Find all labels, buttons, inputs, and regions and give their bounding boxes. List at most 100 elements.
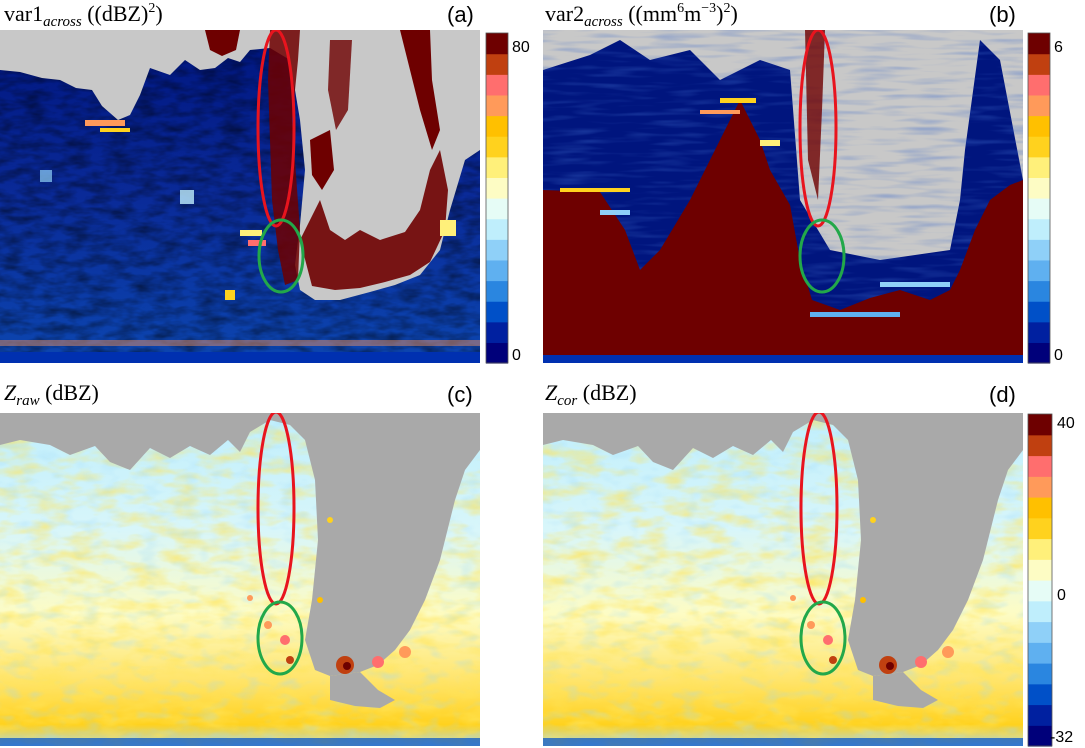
colorbar-d-step-9 bbox=[1028, 538, 1052, 560]
colorbar-a-step-7 bbox=[486, 198, 508, 220]
colorbar-b-step-15 bbox=[1028, 33, 1050, 55]
colorbar-d-step-12 bbox=[1028, 476, 1052, 498]
colorbar-d-step-14 bbox=[1028, 434, 1052, 457]
panel-b-title-sub: across bbox=[584, 14, 623, 30]
colorbar-d-step-3 bbox=[1028, 663, 1052, 685]
panel-a bbox=[0, 30, 480, 363]
colorbar-b-border bbox=[1027, 32, 1051, 364]
colorbar-b-step-12 bbox=[1028, 94, 1050, 117]
colorbar-d-step-2 bbox=[1028, 683, 1052, 706]
panel-a-title-sub: across bbox=[43, 14, 82, 30]
colorbar-b-tick-min: 0 bbox=[1054, 347, 1063, 364]
colorbar-d-step-1 bbox=[1028, 704, 1052, 726]
colorbar-a-step-4 bbox=[486, 259, 508, 282]
colorbar-a-step-12 bbox=[486, 94, 508, 117]
colorbar-d-step-15 bbox=[1028, 414, 1052, 436]
panel-b-high-column bbox=[805, 30, 825, 200]
colorbar-a-step-10 bbox=[486, 136, 508, 158]
colorbar-b-step-8 bbox=[1028, 177, 1050, 199]
colorbar-a-step-14 bbox=[486, 53, 508, 75]
panel-d-green-ellipse bbox=[799, 600, 847, 676]
panel-b-title-unit-mid: m bbox=[684, 1, 701, 26]
panel-c-high-values bbox=[0, 517, 480, 746]
panel-d-title-sub: cor bbox=[557, 393, 577, 409]
colorbar-b-step-10 bbox=[1028, 136, 1050, 158]
colorbar-b-step-3 bbox=[1028, 280, 1050, 302]
colorbar-a-step-13 bbox=[486, 74, 508, 96]
panel-b-title-unit: ((mm bbox=[623, 1, 677, 26]
panel-b-title-unit-tail2: ) bbox=[730, 1, 737, 26]
panel-b-green-ellipse bbox=[798, 218, 846, 294]
panel-b-label: (b) bbox=[989, 2, 1016, 27]
panel-a-mid-values bbox=[0, 120, 480, 363]
colorbar-d-step-4 bbox=[1028, 642, 1052, 664]
panel-a-high-values bbox=[205, 30, 448, 290]
panel-d-title: Zcor (dBZ) bbox=[545, 380, 637, 409]
panel-c-missing-region bbox=[0, 413, 480, 676]
panel-c-title-unit: (dBZ) bbox=[40, 380, 99, 405]
colorbar-a-step-9 bbox=[486, 156, 508, 178]
colorbar-b-step-11 bbox=[1028, 115, 1050, 137]
panel-a-title: var1across ((dBZ)2) bbox=[4, 1, 163, 30]
colorbar-b-step-1 bbox=[1028, 321, 1050, 343]
colorbar-b-step-13 bbox=[1028, 74, 1050, 96]
panel-c-missing-notch bbox=[330, 672, 395, 708]
colorbar-d bbox=[1027, 413, 1053, 747]
colorbar-d-step-11 bbox=[1028, 497, 1052, 519]
panel-a-title-main: var1 bbox=[4, 1, 43, 26]
panel-d bbox=[543, 413, 1023, 746]
colorbar-a-border bbox=[485, 32, 509, 364]
colorbar-b-tick-max: 6 bbox=[1054, 39, 1063, 56]
panel-b-red-ellipse bbox=[798, 30, 838, 228]
colorbar-d-tick-zero: 0 bbox=[1057, 587, 1066, 604]
panel-d-label: (d) bbox=[989, 382, 1016, 407]
panel-b-title-unit-sup2: −3 bbox=[701, 1, 716, 16]
panel-d-title-main: Z bbox=[545, 380, 558, 405]
panel-a-label: (a) bbox=[447, 2, 474, 27]
panel-c-title-sub: raw bbox=[16, 393, 39, 409]
colorbar-a-step-11 bbox=[486, 115, 508, 137]
colorbar-a-tick-max: 80 bbox=[512, 39, 530, 56]
colorbar-b-step-4 bbox=[1028, 259, 1050, 282]
panel-b-title-unit-tail: ) bbox=[716, 1, 723, 26]
panel-a-red-ellipse bbox=[256, 30, 296, 228]
panel-d-high-values bbox=[543, 517, 1023, 746]
colorbar-a-step-0 bbox=[486, 342, 508, 364]
colorbar-b-step-9 bbox=[1028, 156, 1050, 178]
panel-b-title: var2across ((mm6m−3)2) bbox=[545, 1, 738, 30]
colorbar-d-step-10 bbox=[1028, 517, 1052, 540]
colorbar-b-step-14 bbox=[1028, 53, 1050, 75]
panel-c bbox=[0, 413, 480, 746]
panel-d-title-unit: (dBZ) bbox=[577, 380, 636, 405]
panel-b-title-unit-sup: 6 bbox=[677, 1, 684, 16]
colorbar-d-step-5 bbox=[1028, 621, 1052, 643]
panel-b bbox=[543, 30, 1023, 363]
colorbar-a-step-5 bbox=[486, 239, 508, 261]
colorbar-d-step-6 bbox=[1028, 600, 1052, 623]
colorbar-d-step-13 bbox=[1028, 455, 1052, 477]
panel-c-green-ellipse bbox=[256, 600, 304, 676]
panel-b-title-main: var2 bbox=[545, 1, 584, 26]
colorbar-b-step-7 bbox=[1028, 198, 1050, 220]
panel-d-missing-notch bbox=[873, 672, 938, 708]
colorbar-d-tick-min: -32 bbox=[1050, 729, 1073, 746]
panel-d-missing-region bbox=[543, 413, 1023, 676]
panel-c-title: Zraw (dBZ) bbox=[4, 380, 99, 409]
panel-b-title-unit-sup3: 2 bbox=[723, 1, 730, 16]
panel-a-title-unit: ((dBZ) bbox=[82, 1, 149, 26]
colorbar-b-step-0 bbox=[1028, 342, 1050, 364]
colorbar-d-border bbox=[1027, 413, 1053, 747]
colorbar-b bbox=[1027, 32, 1051, 364]
colorbar-a-step-8 bbox=[486, 177, 508, 199]
colorbar-d-step-0 bbox=[1028, 725, 1052, 747]
colorbar-a-step-1 bbox=[486, 321, 508, 343]
colorbar-a-step-2 bbox=[486, 301, 508, 323]
colorbar-b-step-5 bbox=[1028, 239, 1050, 261]
colorbar-b-step-2 bbox=[1028, 301, 1050, 323]
panel-b-high-values bbox=[543, 100, 1023, 363]
panel-c-title-main: Z bbox=[4, 380, 17, 405]
panel-a-title-unit-tail: ) bbox=[155, 1, 162, 26]
panel-c-label: (c) bbox=[447, 382, 473, 407]
colorbar-d-tick-max: 40 bbox=[1057, 415, 1075, 432]
